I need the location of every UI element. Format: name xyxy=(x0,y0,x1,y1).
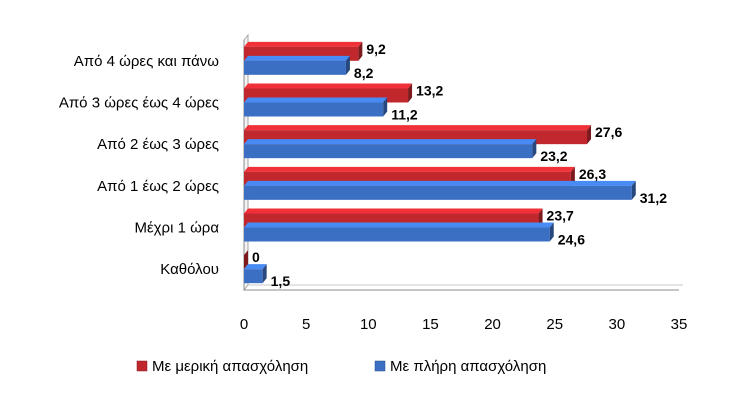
category-label: Από 1 έως 2 ώρες xyxy=(97,178,219,195)
x-tick-label: 10 xyxy=(360,316,377,333)
x-tick-label: 5 xyxy=(302,316,310,333)
data-label: 1,5 xyxy=(271,273,291,289)
data-label: 9,2 xyxy=(366,41,386,57)
chart-bars xyxy=(244,41,636,284)
bar-full-time xyxy=(244,264,267,284)
bar-part-time xyxy=(244,250,248,270)
data-label: 23,7 xyxy=(547,208,574,224)
data-labels: 0 1,5 23,7 24,6 26,3 31,2 27,6 23,2 13,2 11,2 9,2 8… xyxy=(252,41,667,289)
data-label: 26,3 xyxy=(579,166,606,182)
x-tick-label: 0 xyxy=(240,316,248,333)
data-label: 31,2 xyxy=(640,190,667,206)
category-label: Καθόλου xyxy=(160,261,219,278)
x-tick-label: 30 xyxy=(609,316,626,333)
bar-full-time xyxy=(244,222,554,242)
legend-label: Με μερική απασχόληση xyxy=(152,358,308,375)
legend: Με μερική απασχόληση Με πλήρη απασχόληση xyxy=(136,358,546,375)
legend-swatch xyxy=(136,360,148,372)
bar-full-time xyxy=(244,180,636,200)
category-labels: Καθόλου Μέχρι 1 ώρα Από 1 έως 2 ώρες Από 2 … xyxy=(59,53,219,278)
category-label: Από 2 έως 3 ώρες xyxy=(97,136,219,153)
x-tick-label: 35 xyxy=(671,316,688,333)
x-tick-labels: 0 5 10 15 20 25 30 35 xyxy=(240,316,688,333)
data-label: 0 xyxy=(252,249,260,265)
category-label: Μέχρι 1 ώρα xyxy=(134,220,219,237)
data-label: 8,2 xyxy=(354,65,374,81)
bar-full-time xyxy=(244,55,350,75)
category-label: Από 3 ώρες έως 4 ώρες xyxy=(59,95,219,112)
category-label: Από 4 ώρες και πάνω xyxy=(74,53,219,70)
data-label: 23,2 xyxy=(540,148,567,164)
bar-full-time xyxy=(244,139,537,159)
x-tick-label: 15 xyxy=(422,316,439,333)
x-tick-label: 25 xyxy=(546,316,563,333)
legend-label: Με πλήρη απασχόληση xyxy=(390,358,546,375)
data-label: 24,6 xyxy=(558,232,585,248)
data-label: 11,2 xyxy=(391,107,418,123)
legend-swatch xyxy=(374,360,386,372)
data-label: 27,6 xyxy=(595,124,622,140)
bar-full-time xyxy=(244,97,388,117)
x-tick-label: 20 xyxy=(484,316,501,333)
data-label: 13,2 xyxy=(416,83,443,99)
